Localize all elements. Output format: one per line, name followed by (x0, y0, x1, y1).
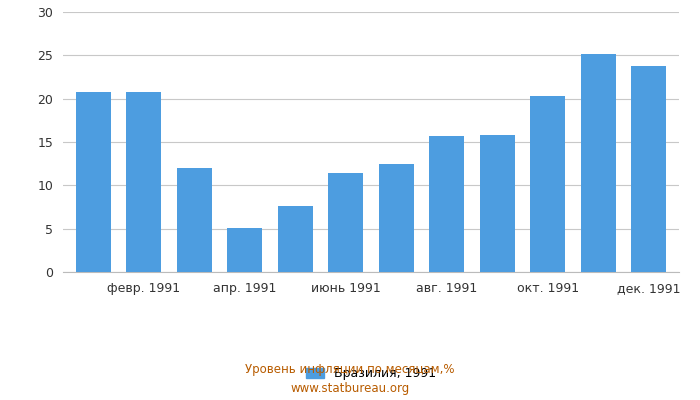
Bar (126, 92, 162, 272)
Bar (379, 164, 414, 272)
Bar (580, 54, 616, 272)
Bar (631, 66, 666, 272)
Legend: Бразилия, 1991: Бразилия, 1991 (300, 362, 442, 385)
Text: www.statbureau.org: www.statbureau.org (290, 382, 410, 395)
Bar (480, 135, 515, 272)
Bar (176, 168, 212, 272)
Text: Уровень инфляции по месяцам,%: Уровень инфляции по месяцам,% (245, 364, 455, 376)
Bar (530, 96, 566, 272)
Bar (76, 92, 111, 272)
Bar (227, 228, 262, 272)
Bar (278, 206, 313, 272)
Bar (328, 174, 363, 272)
Bar (429, 136, 464, 272)
